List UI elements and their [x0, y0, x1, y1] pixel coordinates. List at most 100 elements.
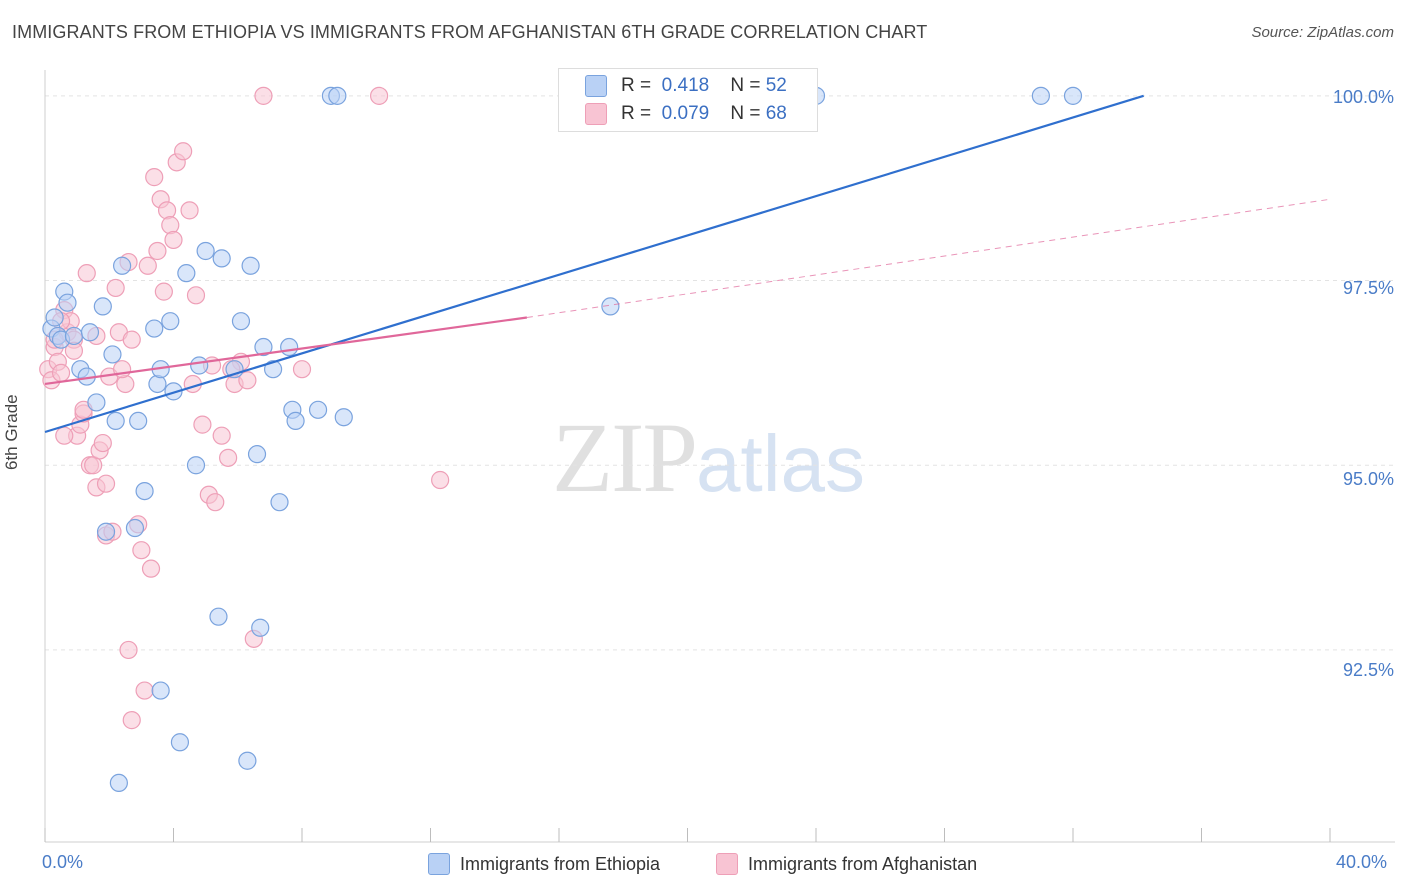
bottom-legend-afghanistan: Immigrants from Afghanistan — [716, 852, 977, 876]
point-afghanistan-40 — [206, 493, 225, 512]
source-label: Source: ZipAtlas.com — [1251, 24, 1394, 41]
point-afghanistan-37 — [186, 286, 206, 305]
y-tick-label-100: 100.0% — [1332, 87, 1394, 107]
point-ethiopia-13 — [112, 256, 132, 275]
point-ethiopia-14 — [106, 411, 125, 431]
point-ethiopia-43 — [151, 681, 170, 700]
point-ethiopia-52 — [1031, 86, 1050, 105]
legend-r-label: R = — [621, 75, 652, 96]
point-ethiopia-47 — [125, 518, 145, 538]
point-afghanistan-32 — [161, 216, 180, 235]
point-ethiopia-32 — [263, 360, 283, 379]
point-ethiopia-34 — [280, 337, 299, 357]
point-ethiopia-28 — [231, 312, 251, 331]
point-afghanistan-12 — [77, 264, 96, 283]
point-ethiopia-45 — [238, 751, 257, 770]
point-ethiopia-5 — [58, 293, 77, 312]
y-tick-label-95: 95.0% — [1342, 469, 1394, 489]
legend-n-value: 52 — [765, 75, 787, 96]
legend-n-label: N = — [730, 103, 761, 124]
point-ethiopia-46 — [109, 773, 128, 792]
point-afghanistan-67 — [154, 282, 173, 301]
x-tick-label-left: 0.0% — [42, 852, 84, 872]
point-ethiopia-29 — [241, 256, 260, 275]
point-ethiopia-18 — [148, 374, 167, 394]
legend-swatch-ethiopia — [585, 75, 607, 97]
trendline-afghanistan-extension — [526, 198, 1331, 318]
point-afghanistan-28 — [145, 168, 164, 187]
legend-r-label: R = — [621, 103, 652, 124]
stats-legend: R = 0.418 N = 52 R = 0.079 N = 68 — [558, 68, 818, 132]
point-ethiopia-48 — [96, 522, 116, 541]
bottom-legend-swatch-ethiopia — [428, 853, 450, 875]
trendline-afghanistan — [44, 316, 528, 386]
point-ethiopia-31 — [254, 337, 273, 357]
point-afghanistan-50 — [141, 559, 161, 578]
point-afghanistan-52 — [135, 681, 154, 700]
legend-row-ethiopia: R = 0.418 N = 52 — [585, 73, 787, 99]
point-afghanistan-22 — [116, 374, 135, 394]
legend-n-label: N = — [730, 75, 761, 96]
point-ethiopia-26 — [212, 249, 231, 268]
watermark-zip: ZIP — [552, 402, 698, 513]
point-afghanistan-24 — [122, 330, 141, 349]
point-afghanistan-27 — [138, 256, 157, 275]
bottom-legend-label-afghanistan: Immigrants from Afghanistan — [748, 853, 978, 874]
y-tick-label-92-5: 92.5% — [1342, 660, 1394, 680]
point-afghanistan-4 — [51, 363, 71, 382]
legend-r-value: 0.418 — [661, 75, 710, 96]
point-ethiopia-30 — [247, 445, 267, 464]
point-ethiopia-11 — [93, 297, 112, 316]
point-ethiopia-41 — [209, 607, 228, 626]
watermark: ZIPatlas — [552, 400, 865, 515]
point-afghanistan-29 — [148, 241, 167, 261]
point-ethiopia-33 — [270, 493, 289, 512]
point-afghanistan-42 — [219, 448, 238, 467]
point-afghanistan-58 — [55, 426, 74, 445]
trendline-ethiopia — [44, 94, 1144, 434]
legend-row-afghanistan: R = 0.079 N = 68 — [585, 101, 787, 127]
point-afghanistan-38 — [193, 415, 212, 434]
point-afghanistan-35 — [174, 142, 193, 161]
legend-swatch-afghanistan — [585, 103, 607, 125]
point-afghanistan-51 — [119, 640, 138, 660]
point-ethiopia-15 — [129, 411, 148, 431]
legend-r-value: 0.079 — [661, 103, 710, 124]
point-afghanistan-47 — [254, 86, 273, 105]
bottom-legend-swatch-afghanistan — [716, 853, 738, 875]
point-ethiopia-44 — [170, 733, 190, 752]
point-afghanistan-33 — [164, 230, 183, 250]
point-ethiopia-1 — [45, 308, 64, 327]
point-afghanistan-17 — [93, 433, 112, 453]
point-ethiopia-9 — [80, 323, 100, 342]
point-ethiopia-49 — [601, 297, 620, 316]
point-ethiopia-40 — [334, 408, 353, 427]
point-afghanistan-45 — [238, 371, 257, 390]
point-ethiopia-39 — [328, 86, 347, 105]
point-afghanistan-41 — [212, 426, 231, 445]
point-afghanistan-53 — [122, 711, 141, 730]
watermark-atlas: atlas — [696, 419, 865, 508]
point-ethiopia-6 — [64, 326, 84, 346]
point-ethiopia-36 — [286, 411, 305, 431]
chart-title: IMMIGRANTS FROM ETHIOPIA VS IMMIGRANTS F… — [12, 22, 928, 42]
legend-n-value: 68 — [765, 103, 787, 124]
point-ethiopia-25 — [196, 241, 215, 261]
point-ethiopia-20 — [161, 312, 180, 331]
bottom-legend-label-ethiopia: Immigrants from Ethiopia — [460, 853, 661, 874]
point-afghanistan-64 — [292, 360, 312, 379]
point-afghanistan-48 — [370, 86, 389, 105]
y-axis-title: 6th Grade — [2, 394, 21, 470]
point-ethiopia-42 — [251, 618, 270, 637]
point-ethiopia-16 — [135, 481, 154, 501]
point-afghanistan-18 — [96, 474, 116, 493]
point-ethiopia-10 — [87, 393, 106, 412]
point-ethiopia-51 — [1063, 86, 1083, 105]
point-ethiopia-21 — [164, 382, 183, 401]
point-afghanistan-31 — [157, 201, 177, 220]
point-afghanistan-49 — [431, 470, 450, 490]
bottom-legend-ethiopia: Immigrants from Ethiopia — [428, 852, 660, 876]
point-ethiopia-17 — [145, 319, 164, 338]
x-tick-label-right: 40.0% — [1336, 852, 1388, 872]
